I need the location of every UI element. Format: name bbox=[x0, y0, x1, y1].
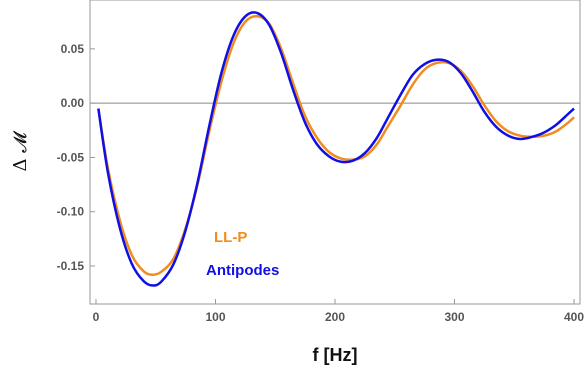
legend-label-ll-p: LL-P bbox=[214, 229, 247, 246]
x-tick-label: 200 bbox=[325, 310, 345, 324]
y-tick-label: -0.15 bbox=[57, 259, 85, 273]
y-tick-label: -0.10 bbox=[57, 205, 85, 219]
x-tick-label: 300 bbox=[444, 310, 464, 324]
x-tick-label: 400 bbox=[564, 310, 584, 324]
y-axis-ticks: -0.15 -0.10 -0.05 0.00 0.05 bbox=[57, 42, 95, 273]
x-axis-ticks: 0 100 200 300 400 bbox=[93, 299, 584, 324]
series-line-ll-p bbox=[97, 14, 575, 276]
series-layer bbox=[97, 11, 575, 287]
x-axis-label: f [Hz] bbox=[313, 345, 358, 365]
y-tick-label: -0.05 bbox=[57, 150, 85, 164]
x-tick-label: 0 bbox=[93, 310, 100, 324]
y-tick-label: 0.00 bbox=[61, 96, 85, 110]
series-line-antipodes bbox=[97, 11, 575, 287]
y-axis-label: Δ 𝓜 bbox=[10, 130, 31, 172]
y-tick-label: 0.05 bbox=[61, 42, 85, 56]
plot-frame bbox=[89, 0, 581, 305]
legend-label-antipodes: Antipodes bbox=[206, 262, 279, 279]
x-tick-label: 100 bbox=[205, 310, 225, 324]
